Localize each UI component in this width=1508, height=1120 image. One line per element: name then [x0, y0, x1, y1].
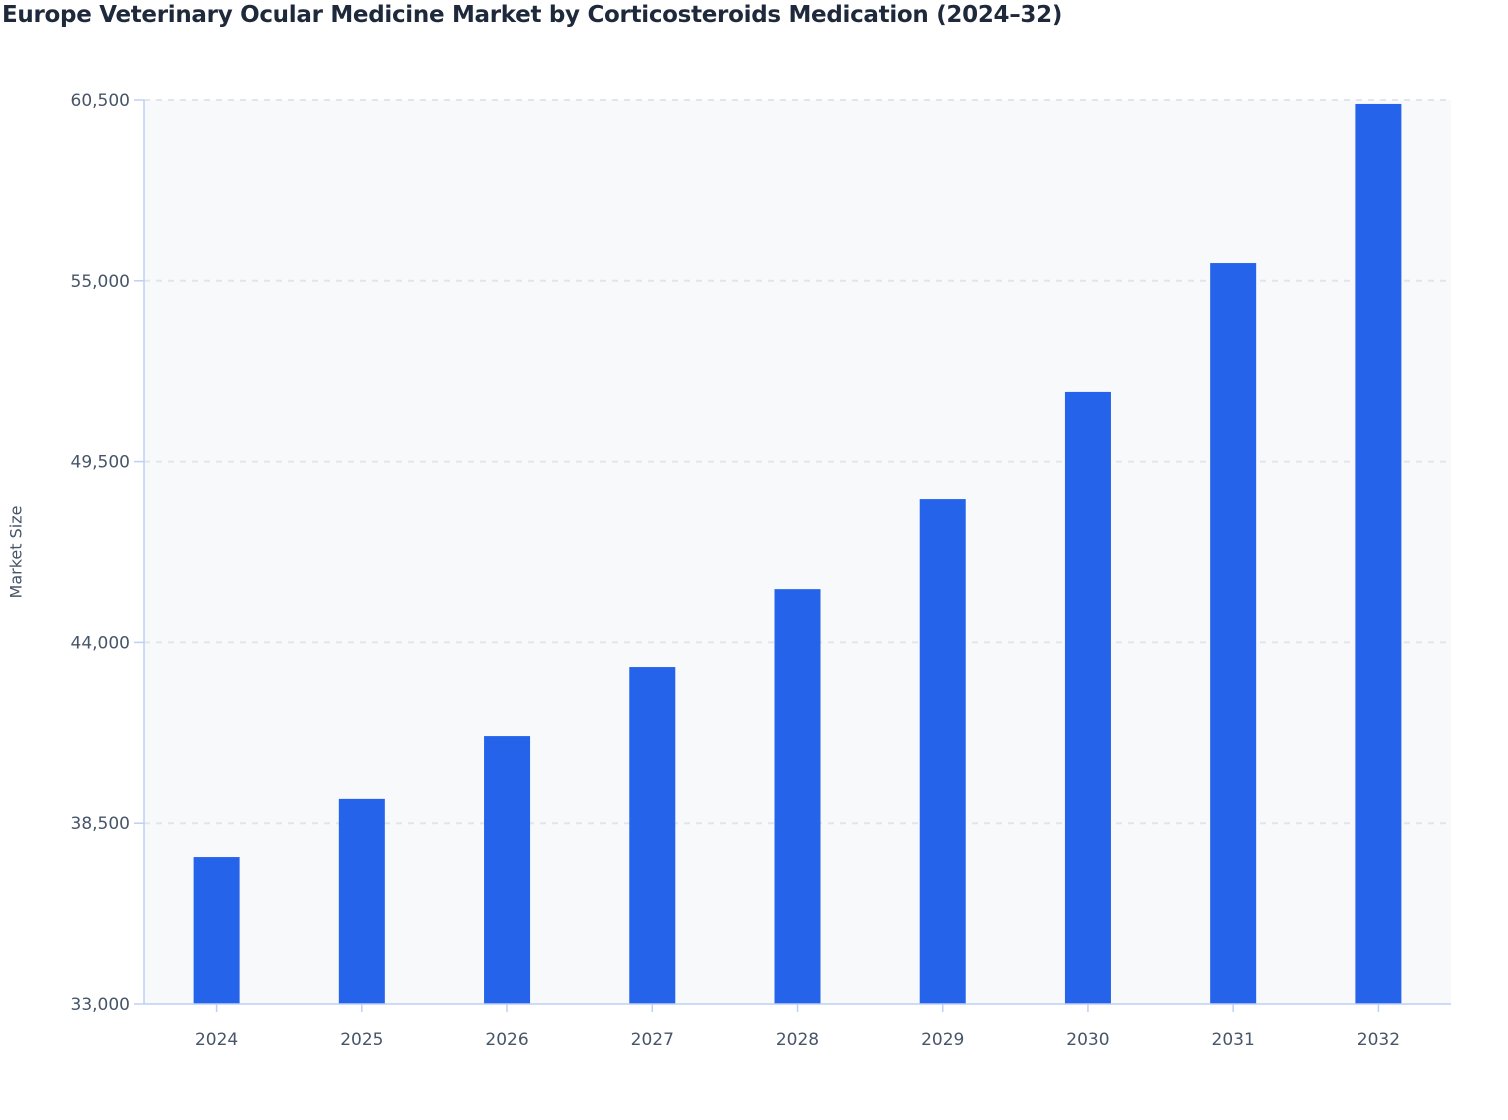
y-tick-label: 49,500: [71, 453, 130, 473]
chart-title: Europe Veterinary Ocular Medicine Market…: [2, 2, 1063, 28]
bar-2031: [1210, 263, 1257, 1005]
x-tick-label: 2026: [485, 1030, 528, 1050]
bar-2027: [629, 667, 676, 1004]
x-tick-label: 2031: [1212, 1030, 1255, 1050]
y-tick-label: 38,500: [71, 814, 130, 834]
bar-2029: [919, 499, 966, 1004]
x-tick-label: 2025: [340, 1030, 383, 1050]
x-tick-label: 2030: [1066, 1030, 1109, 1050]
y-tick-label: 44,000: [71, 633, 130, 653]
bar-2025: [338, 798, 385, 1004]
x-tick-label: 2027: [631, 1030, 674, 1050]
bar-2026: [484, 736, 531, 1004]
bar-2028: [774, 589, 821, 1004]
x-tick-label: 2032: [1357, 1030, 1400, 1050]
bar-2030: [1064, 391, 1111, 1005]
bar-2024: [193, 857, 240, 1004]
y-tick-label: 33,000: [71, 995, 130, 1015]
y-tick-label: 55,000: [71, 272, 130, 292]
x-tick-label: 2029: [921, 1030, 964, 1050]
y-tick-label: 60,500: [71, 91, 130, 111]
bar-2032: [1355, 103, 1402, 1005]
x-tick-label: 2028: [776, 1030, 819, 1050]
x-tick-label: 2024: [195, 1030, 238, 1050]
